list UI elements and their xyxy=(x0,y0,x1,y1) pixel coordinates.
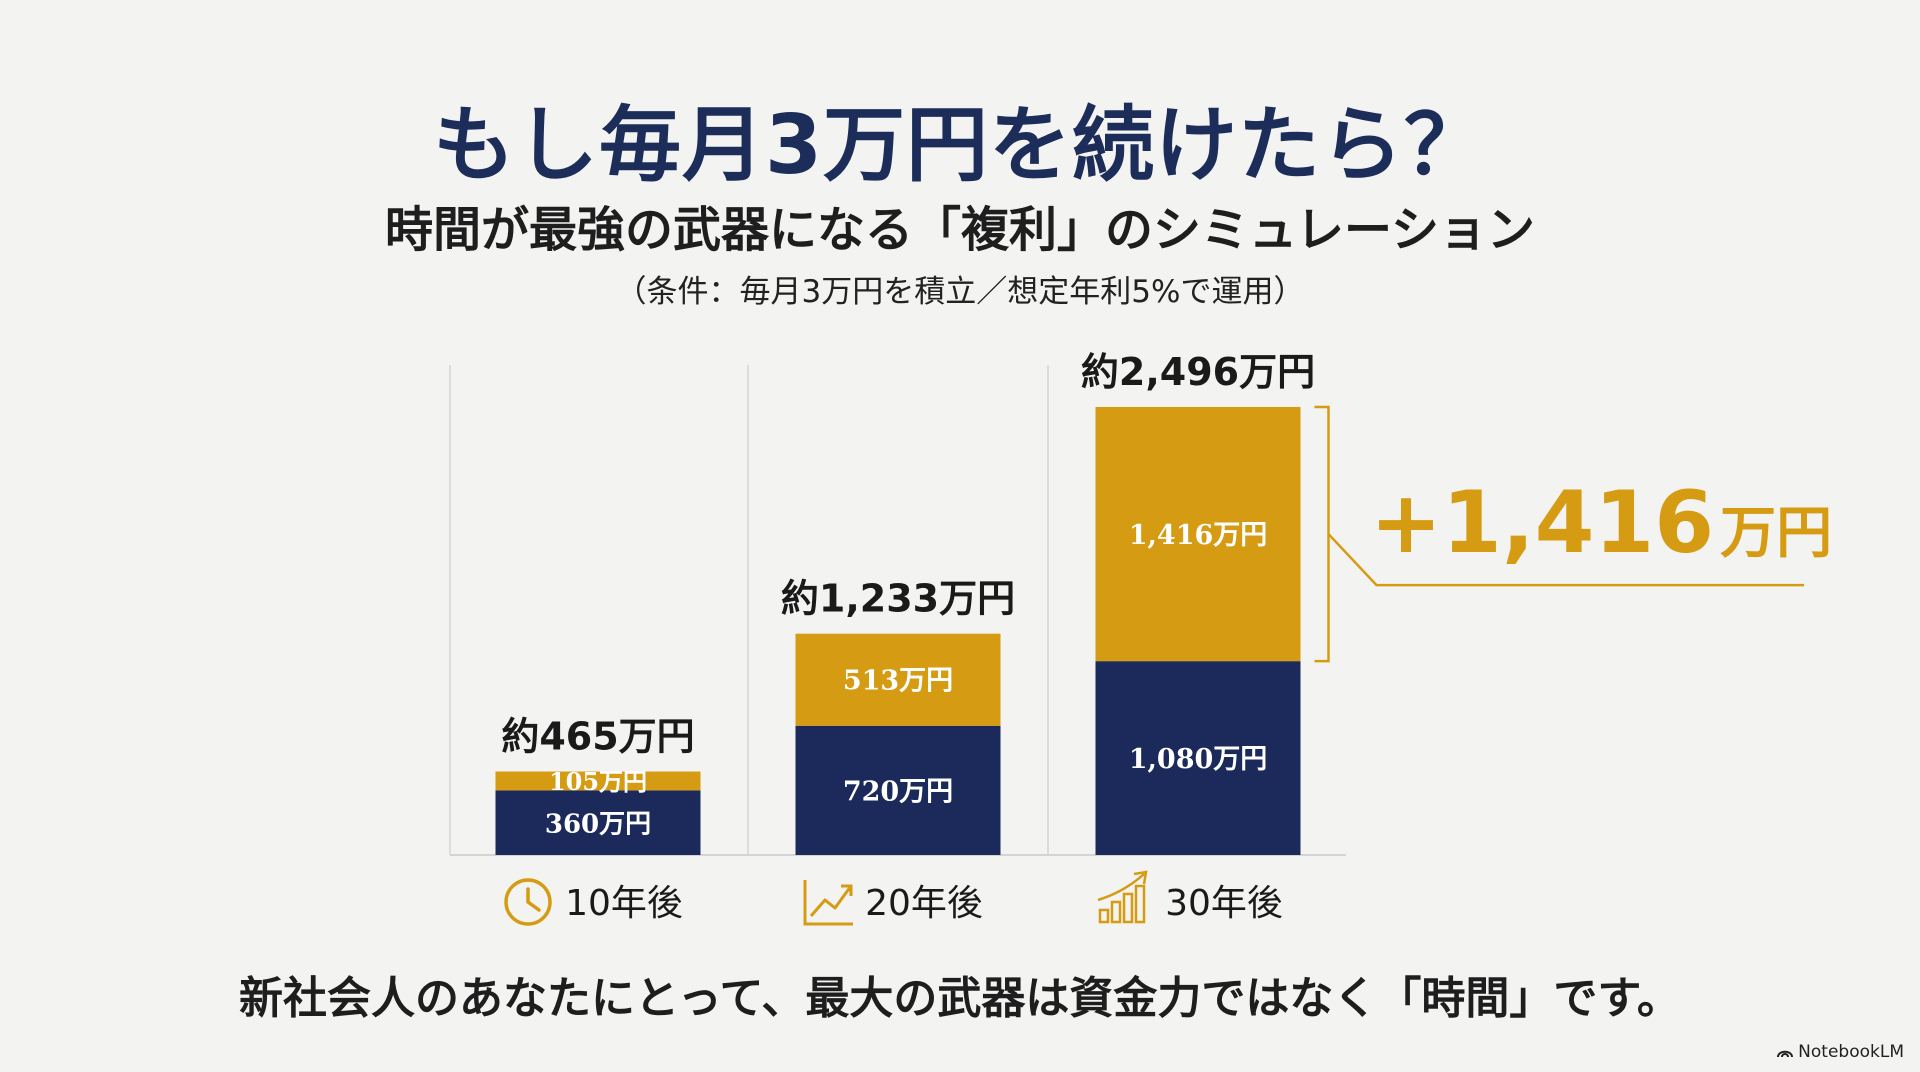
bar-gain-1 xyxy=(795,633,1001,726)
growth-bar-3 xyxy=(1134,884,1146,924)
clock-hands xyxy=(526,887,541,912)
bar-principal-2 xyxy=(1095,661,1301,855)
category-label-1: 20年後 xyxy=(865,883,983,924)
growth-bars-icon xyxy=(1097,873,1145,902)
gain-callout-unit: 万円 xyxy=(1720,501,1832,566)
bar-gain-0 xyxy=(495,771,701,791)
category-label-0: 10年後 xyxy=(565,883,683,924)
page-subtitle: 時間が最強の武器になる「複利」のシミュレーション xyxy=(384,202,1536,258)
label-total-2: 約2,496万円 xyxy=(1081,350,1315,394)
label-gain-1: 513万円 xyxy=(843,666,953,697)
notebooklm-logo-icon xyxy=(1777,1050,1794,1058)
brand-name: NotebookLM xyxy=(1798,1042,1904,1062)
trend-line-arrow xyxy=(841,884,853,896)
gain-callout: +1,416 万円 xyxy=(1370,473,1832,573)
trend-line-path xyxy=(809,885,853,917)
brand-mark: NotebookLM xyxy=(1777,1042,1904,1062)
footer-message: 新社会人のあなたにとって、最大の武器は資金力ではなく「時間」です。 xyxy=(239,973,1681,1024)
clock-icon xyxy=(504,878,552,926)
growth-bars-arrow xyxy=(1133,870,1148,885)
label-total-1: 約1,233万円 xyxy=(781,577,1015,621)
page-title: もし毎月3万円を続けたら？ xyxy=(432,98,1488,193)
category-label-2: 30年後 xyxy=(1165,883,1283,924)
label-gain-2: 1,416万円 xyxy=(1129,520,1268,551)
conditions-note: （条件：毎月3万円を積立／想定年利5%で運用） xyxy=(615,274,1305,310)
callout-leader-line xyxy=(1327,533,1804,587)
gain-bracket xyxy=(1314,405,1330,663)
bar-principal-1 xyxy=(795,725,1001,855)
growth-bar-0 xyxy=(1098,908,1110,924)
label-principal-0: 360万円 xyxy=(545,810,651,840)
bar-gain-2 xyxy=(1095,407,1301,662)
growth-bar-2 xyxy=(1122,892,1134,924)
trend-line-icon xyxy=(803,880,853,926)
label-total-0: 約465万円 xyxy=(501,715,694,759)
label-principal-2: 1,080万円 xyxy=(1129,744,1268,775)
label-principal-1: 720万円 xyxy=(843,776,953,807)
gain-callout-number: +1,416 xyxy=(1370,473,1714,573)
growth-bar-1 xyxy=(1110,900,1122,924)
label-gain-0: 105万円 xyxy=(549,767,647,796)
bar-principal-0 xyxy=(495,790,701,855)
